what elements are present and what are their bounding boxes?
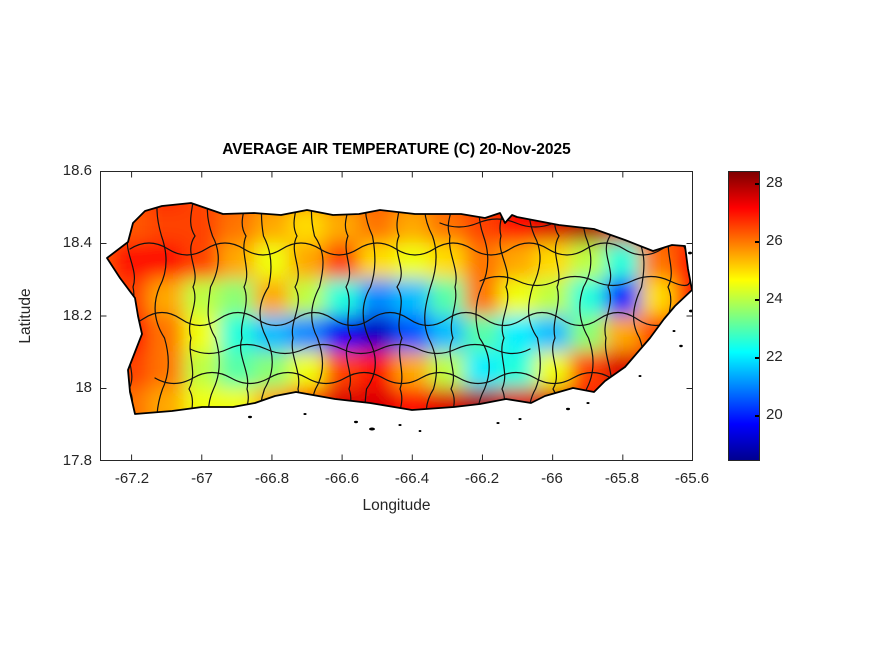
x-axis-tick-label: -66.4	[394, 470, 430, 487]
colorbar-tick-label: 28	[766, 174, 783, 191]
x-axis-label: Longitude	[362, 497, 431, 514]
colorbar-tick-label: 22	[766, 348, 783, 365]
y-axis-tick-label: 17.8	[62, 452, 92, 469]
offshore-islets	[248, 251, 693, 432]
map-plot	[100, 171, 693, 461]
x-axis-tick-label: -65.8	[604, 470, 640, 487]
x-axis-tick-label: -67.2	[114, 470, 150, 487]
y-axis-tick-label: 18.6	[62, 162, 92, 179]
colorbar-tick	[755, 241, 759, 243]
x-axis-tick-label: -66.2	[464, 470, 500, 487]
axes-frame	[100, 171, 693, 461]
axis-ticks	[100, 171, 693, 461]
x-axis-tick-label: -67	[191, 470, 213, 487]
colorbar-tick	[755, 357, 759, 359]
x-axis-tick-label: -66.8	[254, 470, 290, 487]
colorbar-tick	[755, 415, 759, 417]
x-axis-tick-label: -65.6	[674, 470, 710, 487]
y-axis-tick-label: 18.4	[62, 234, 92, 251]
colorbar-tick-label: 26	[766, 232, 783, 249]
y-axis-tick-label: 18.2	[62, 307, 92, 324]
x-axis-tick-label: -66.6	[324, 470, 360, 487]
y-axis-tick-label: 18	[75, 379, 92, 396]
colorbar-tick-label: 20	[766, 406, 783, 423]
y-axis-label: Latitude	[17, 288, 34, 344]
x-axis-tick-label: -66	[541, 470, 563, 487]
colorbar-tick-label: 24	[766, 290, 783, 307]
chart-title: AVERAGE AIR TEMPERATURE (C) 20-Nov-2025	[222, 141, 571, 158]
colorbar-tick	[755, 299, 759, 301]
colorbar-tick	[755, 183, 759, 185]
colorbar	[728, 171, 760, 461]
